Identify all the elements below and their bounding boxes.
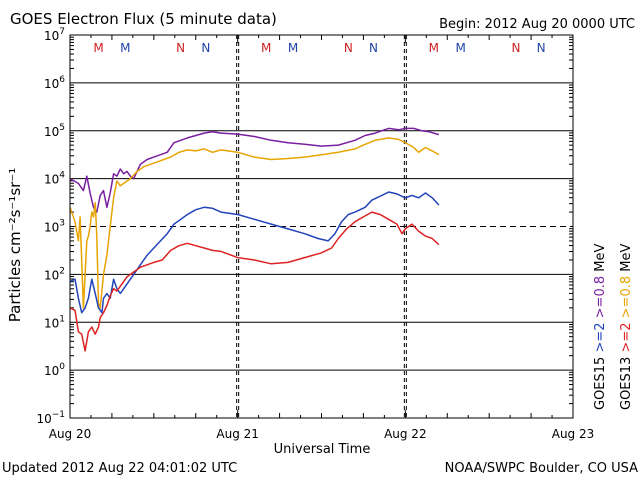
y-tick-label: 10−1 (36, 410, 65, 426)
y-tick-label: 102 (44, 266, 65, 282)
x-tick-labels: Aug 20 Aug 21 Aug 22 Aug 23 (49, 427, 595, 441)
midnight-dashed-lines (236, 35, 407, 418)
legend-column: GOES15 >=2 >=0.8 MeV (593, 244, 608, 410)
y-tick-label: 100 (44, 362, 65, 378)
legend-entry: GOES13 (619, 357, 634, 410)
x-tick-label: Aug 22 (384, 427, 427, 441)
begin-label: Begin: 2012 Aug 20 0000 UTC (439, 17, 635, 32)
series-line-3 (69, 211, 440, 352)
updated-text: Updated 2012 Aug 22 04:01:02 UTC (2, 461, 237, 476)
mn-marker: N (344, 41, 353, 55)
mn-marker: M (93, 41, 103, 55)
mn-marker: N (512, 41, 521, 55)
x-tick-label: Aug 23 (552, 427, 595, 441)
y-tick-label: 107 (44, 27, 65, 43)
legend-entry: >=2 (593, 322, 608, 356)
x-tick-label: Aug 21 (216, 427, 259, 441)
y-tick-labels: 107 106 105 104 103 102 101 100 10−1 (36, 27, 65, 426)
mn-marker: M (429, 41, 439, 55)
legend-entry: GOES15 (593, 357, 608, 410)
legend-entry: >=2 (619, 322, 634, 356)
mn-marker: M (261, 41, 271, 55)
mn-marker: N (537, 41, 546, 55)
mn-marker: M (455, 41, 465, 55)
plot-frame (69, 34, 574, 419)
credit-text: NOAA/SWPC Boulder, CO USA (445, 461, 638, 476)
legend-entry: MeV (619, 244, 634, 276)
legend-entry: >=0.8 (593, 276, 608, 323)
legend-unit: MeV (593, 244, 608, 276)
mn-marker: N (369, 41, 378, 55)
series-group (69, 127, 440, 352)
y-tick-label: 103 (44, 219, 65, 235)
mn-marker: N (201, 41, 210, 55)
mn-marker: M (288, 41, 298, 55)
y-tick-label: 101 (44, 314, 65, 330)
x-tick-label: Aug 20 (49, 427, 92, 441)
legend-entry: >=0.8 (619, 276, 634, 323)
series-line-1 (69, 137, 440, 309)
grid-lines (70, 82, 573, 371)
legend-column: GOES13 >=2 >=0.8 MeV (619, 244, 634, 410)
y-tick-label: 106 (44, 75, 65, 91)
mn-marker: N (176, 41, 185, 55)
chart-title: GOES Electron Flux (5 minute data) (10, 10, 277, 28)
y-tick-label: 105 (44, 123, 65, 139)
series-line-0 (69, 127, 440, 213)
x-axis-label: Universal Time (274, 442, 371, 457)
y-axis-label: Particles cm⁻²s⁻¹sr⁻¹ (6, 168, 24, 322)
series-line-2 (69, 191, 440, 314)
mn-marker: M (120, 41, 130, 55)
y-tick-label: 104 (44, 171, 65, 187)
